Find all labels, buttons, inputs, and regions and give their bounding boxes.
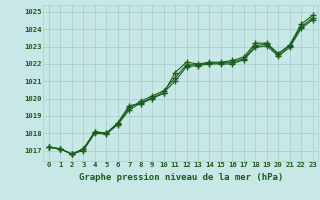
X-axis label: Graphe pression niveau de la mer (hPa): Graphe pression niveau de la mer (hPa) [79,173,283,182]
